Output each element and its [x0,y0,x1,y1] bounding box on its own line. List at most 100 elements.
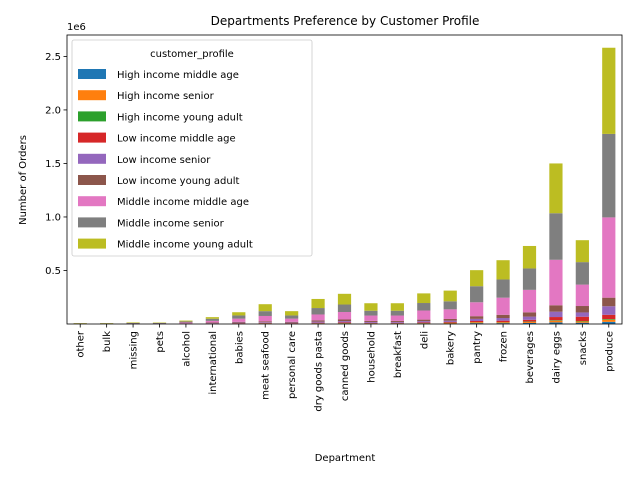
bar-segment [126,322,140,324]
bar-segment [417,322,431,324]
bar-segment [232,322,246,324]
bar-segment [179,322,193,324]
legend-label: Low income senior [117,155,211,166]
bar-segment [496,320,510,323]
bar-segment [549,317,563,321]
bar-segment [443,301,457,310]
plot-frame [66,34,623,325]
bar-segment [522,245,537,269]
x-tick-label: pantry [472,331,483,364]
bar-segment [152,322,167,324]
x-tick-label: international [208,331,219,395]
bar-segment [179,320,193,322]
bar-segment [258,304,272,312]
bar-segment [443,309,457,319]
bar-segment [337,321,352,323]
bar-segment [575,240,589,263]
bar-segment [443,322,457,324]
bar-segment [390,310,404,316]
bar-segment [470,316,484,319]
bar-segment [549,259,563,306]
x-tick-label: alcohol [181,331,192,367]
bar-segment [285,318,299,322]
bar-segment [602,321,616,324]
x-axis-title: Department [315,453,376,464]
bar-segment [258,315,272,322]
legend-label: Middle income middle age [117,197,249,208]
bar-segment [364,315,378,321]
x-tick-label: missing [129,331,140,369]
bar-segment [232,315,246,319]
bar-segment [602,314,616,320]
x-axis-ticks: other bulk missing pets alcohol international… [76,324,615,412]
x-tick-label: other [76,330,87,358]
bar-segment [443,320,457,322]
bar-segment [337,293,352,305]
chart-title: Departments Preference by Customer Profi… [211,14,480,28]
bar-segment [470,318,484,322]
x-tick-label: beverages [525,331,536,384]
legend-title: customer_profile [150,49,234,60]
legend-frame [71,39,313,257]
bar-segment [602,297,616,307]
x-tick-label: pets [155,331,166,353]
bar-segment [417,321,431,323]
y-axis-ticks: 0.5 1.0 1.5 2.0 2.5 [45,52,67,277]
bar-segment [390,320,404,322]
bar-segment [575,306,589,313]
y-axis-title: Number of Orders [18,135,29,225]
x-tick-label: dairy eggs [551,331,562,384]
bar-segment [602,217,616,298]
bar-segment [602,306,616,315]
legend-swatch [78,217,106,228]
bar-segment [311,308,325,315]
legend-swatch [78,69,106,79]
x-tick-label: snacks [578,331,589,365]
bar-segment [496,260,510,280]
bar-segment [522,268,537,290]
bar-segment [205,320,219,323]
bar-segment [417,310,431,320]
bar-segment [575,322,589,324]
bar-segment [470,302,484,317]
x-tick-label: household [366,331,377,383]
x-tick-label: canned goods [340,331,351,401]
bar-segment [470,323,484,324]
bar-segment [496,318,510,321]
bar-segment [285,321,299,323]
bar-segment [390,321,404,323]
legend-swatch [78,153,106,164]
bar-segment [232,318,246,322]
x-tick-label: bakery [446,331,457,365]
bar-segment [364,310,378,316]
y-tick-label: 2.5 [45,52,61,63]
bar-segment [549,322,563,324]
bar-segment [443,290,457,302]
bar-segment [126,322,140,323]
bar-segment [443,318,457,321]
bar-segment [258,322,272,323]
y-tick-label: 1.5 [45,159,61,170]
bar-segment [364,321,378,323]
x-tick-label: bulk [102,331,113,352]
bar-segment [549,163,563,214]
bar-segment [311,314,325,321]
legend-label: Low income young adult [117,176,240,187]
bar-segment [232,321,246,323]
y-tick-label: 1.0 [45,212,61,223]
bar-segment [549,213,563,260]
bar-segment [364,303,378,311]
bar-segment [575,262,589,285]
legend-label: High income senior [117,91,215,102]
bar-segment [417,319,431,322]
legend-label: High income middle age [117,70,239,81]
bar-segment [602,319,616,322]
bar-segment [549,320,563,323]
bar-segment [470,322,484,324]
legend-swatch [78,90,106,101]
legend-label: High income young adult [117,112,243,123]
bar-segment [470,286,484,303]
bar-segment [337,312,352,320]
bar-segment [575,316,589,322]
